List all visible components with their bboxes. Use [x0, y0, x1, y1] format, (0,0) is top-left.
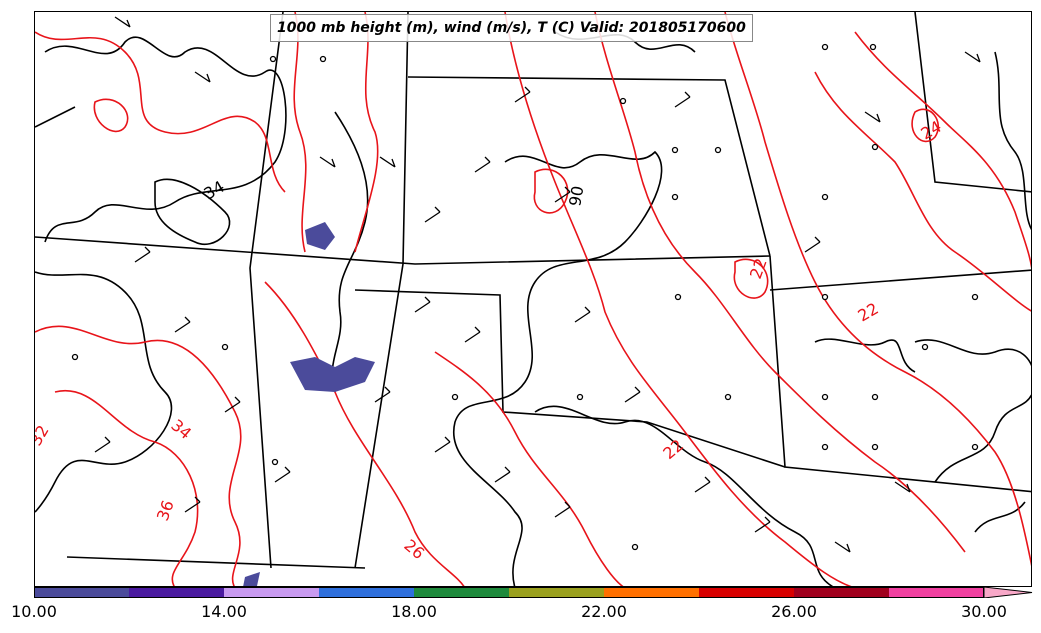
colorbar-segment: [604, 587, 699, 598]
colorbar-tick-label: 18.00: [391, 602, 437, 621]
height-contours: [35, 31, 1031, 586]
colorbar-segment: [414, 587, 509, 598]
map-title: 1000 mb height (m), wind (m/s), T (C) Va…: [270, 14, 753, 42]
temp-label: 32: [35, 422, 53, 449]
map-canvas: 34 32 34 36 26 22 22 22 24 90: [35, 12, 1031, 586]
colorbar-tick-label: 10.00: [11, 602, 57, 621]
colorbar-segment: [889, 587, 984, 598]
colorbar-segment: [794, 587, 889, 598]
height-label: 90: [565, 184, 587, 207]
colorbar-tick-label: 14.00: [201, 602, 247, 621]
height-label: 34: [201, 177, 228, 204]
colorbar-segment: [699, 587, 794, 598]
station-circles: [71, 43, 979, 551]
colorbar-tick-label: 26.00: [771, 602, 817, 621]
colorbar-segment: [319, 587, 414, 598]
map-panel: 34 32 34 36 26 22 22 22 24 90: [34, 11, 1032, 587]
temp-label: 24: [918, 117, 945, 144]
colorbar: [34, 587, 1034, 598]
temp-label: 22: [659, 435, 687, 463]
colorbar-segment: [509, 587, 604, 598]
temp-label: 36: [153, 498, 178, 524]
wind-barbs: [94, 16, 981, 553]
colorbar-tick-label: 22.00: [581, 602, 627, 621]
colorbar-segment: [34, 587, 129, 598]
temp-label: 26: [400, 536, 428, 564]
colorbar-segment: [129, 587, 224, 598]
color-fill-patches: [243, 222, 375, 586]
temperature-contours: [35, 12, 1031, 586]
colorbar-extend-arrow: [984, 587, 1033, 598]
temp-label: 22: [855, 299, 882, 326]
colorbar-segment: [224, 587, 319, 598]
temp-label: 34: [167, 416, 195, 444]
contour-labels: 34 32 34 36 26 22 22 22 24 90: [35, 117, 945, 563]
colorbar-tick-labels: 10.00 14.00 18.00 22.00 26.00 30.00: [0, 602, 1041, 626]
state-borders: [35, 12, 1031, 569]
colorbar-tick-label: 30.00: [961, 602, 1007, 621]
